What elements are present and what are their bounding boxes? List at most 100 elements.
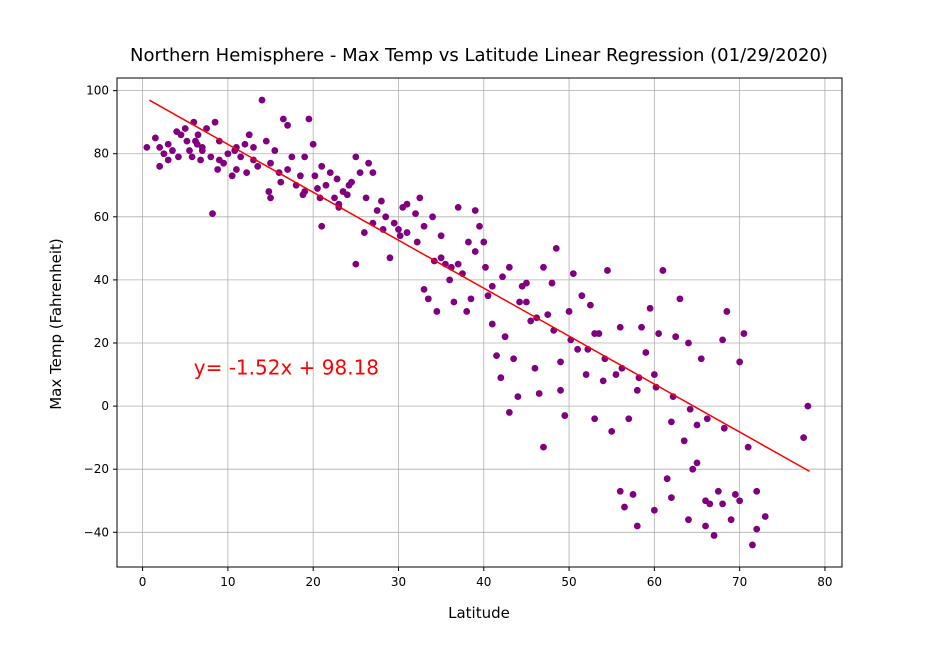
data-point <box>693 459 701 467</box>
data-point <box>689 465 697 473</box>
data-point <box>616 487 624 495</box>
data-point <box>277 178 285 186</box>
x-tick-label: 20 <box>306 575 321 589</box>
data-point <box>574 345 581 353</box>
data-point <box>164 140 172 148</box>
data-point <box>267 194 274 202</box>
x-tick-label: 30 <box>391 575 406 589</box>
data-point <box>650 506 658 514</box>
x-tick-label: 70 <box>732 575 747 589</box>
data-point <box>396 232 404 240</box>
data-point <box>181 125 189 132</box>
data-point <box>523 279 530 287</box>
y-tick-label: 40 <box>94 273 109 287</box>
data-point <box>719 500 726 508</box>
data-point <box>228 172 236 180</box>
data-point <box>143 144 151 151</box>
data-point <box>629 491 637 498</box>
data-point <box>744 443 752 451</box>
data-point <box>318 222 326 230</box>
data-point <box>413 238 421 246</box>
data-point <box>655 330 663 337</box>
data-point <box>676 295 684 303</box>
data-point <box>740 330 748 337</box>
data-point <box>659 267 667 274</box>
data-point <box>621 503 628 511</box>
data-point <box>680 437 688 445</box>
data-point <box>552 244 560 252</box>
x-tick-label: 10 <box>220 575 235 589</box>
data-point <box>685 516 692 524</box>
x-axis-ticks: 0 10 20 30 40 50 60 70 80 <box>139 567 833 589</box>
data-point <box>214 166 222 173</box>
data-point <box>484 292 492 300</box>
data-point <box>424 295 432 303</box>
x-tick-label: 50 <box>561 575 576 589</box>
data-point <box>331 194 338 202</box>
data-point <box>156 162 164 170</box>
data-point <box>714 487 722 495</box>
data-point <box>633 522 641 530</box>
data-point <box>800 434 808 442</box>
data-point <box>450 298 458 306</box>
data-point <box>224 150 232 158</box>
y-tick-label: −40 <box>84 525 109 539</box>
data-point <box>720 424 728 432</box>
grid <box>117 78 842 567</box>
data-point <box>591 415 599 423</box>
data-point <box>488 282 496 290</box>
data-point <box>254 162 262 170</box>
data-point <box>373 207 381 214</box>
data-point <box>531 364 539 372</box>
data-point <box>463 308 471 315</box>
data-point <box>322 181 330 189</box>
y-tick-label: 100 <box>86 84 109 98</box>
data-point <box>326 169 334 177</box>
data-point <box>265 188 273 195</box>
data-point <box>412 210 419 218</box>
data-point <box>362 194 370 202</box>
data-point <box>429 213 436 221</box>
data-point <box>305 115 313 123</box>
data-point <box>505 263 513 271</box>
data-point <box>540 263 547 271</box>
data-point <box>804 402 812 410</box>
data-point <box>403 229 411 236</box>
data-point <box>650 371 658 378</box>
data-point <box>569 270 577 277</box>
data-point <box>352 260 360 268</box>
data-point <box>318 162 326 170</box>
data-point <box>535 390 543 397</box>
data-point <box>706 500 714 508</box>
data-point <box>544 311 552 319</box>
data-point <box>245 131 253 139</box>
y-tick-label: 80 <box>94 147 109 161</box>
data-point <box>454 203 462 211</box>
data-point <box>433 308 441 315</box>
data-point <box>209 210 216 218</box>
data-point <box>465 238 472 246</box>
data-point <box>727 516 735 524</box>
data-point <box>271 147 279 154</box>
data-point <box>279 115 287 123</box>
data-point <box>663 475 671 483</box>
data-point <box>333 175 341 183</box>
data-point <box>612 371 620 378</box>
data-point <box>616 323 624 331</box>
data-point <box>197 156 204 164</box>
data-point <box>753 487 761 495</box>
data-point <box>416 194 424 202</box>
data-point <box>642 349 650 356</box>
data-point <box>723 308 731 315</box>
data-point <box>186 147 193 154</box>
data-point <box>668 418 675 426</box>
data-point <box>561 412 569 419</box>
chart-title: Northern Hemisphere - Max Temp vs Latitu… <box>130 45 828 66</box>
data-point <box>175 153 182 161</box>
data-point <box>198 147 206 154</box>
y-tick-label: −20 <box>84 462 109 476</box>
data-point <box>390 219 398 227</box>
data-point <box>527 317 535 325</box>
data-point <box>731 491 739 498</box>
data-point <box>382 213 390 221</box>
